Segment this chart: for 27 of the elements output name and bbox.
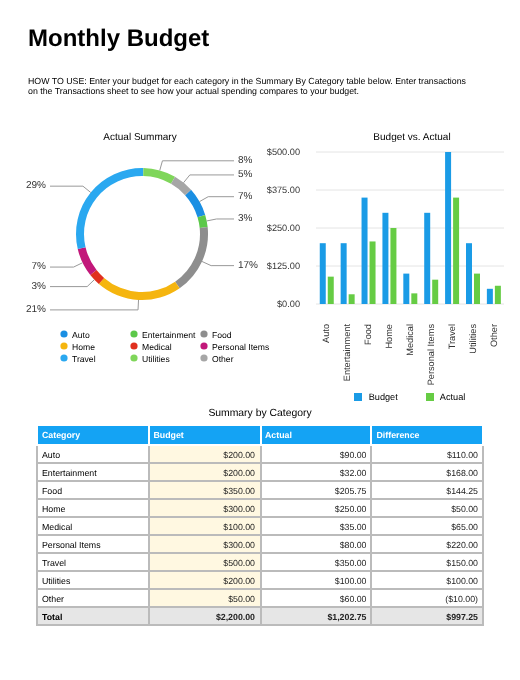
bar <box>445 152 452 304</box>
bar <box>465 243 472 304</box>
text: Monthly Budget <box>28 24 210 52</box>
bar <box>453 197 460 304</box>
bar <box>403 273 410 304</box>
donut-slice <box>76 168 144 250</box>
bar <box>369 241 376 304</box>
donut-slice <box>98 277 180 300</box>
bar <box>340 243 347 304</box>
bar <box>494 285 501 304</box>
bar <box>432 279 439 304</box>
bar <box>327 276 334 304</box>
bar <box>319 243 326 304</box>
bar <box>486 288 493 304</box>
bar <box>348 294 355 304</box>
donut-slice <box>143 168 175 184</box>
donut-slice <box>77 247 97 275</box>
bar <box>411 293 418 304</box>
donut-slice <box>171 176 192 196</box>
bar <box>382 212 389 304</box>
bar <box>473 273 480 304</box>
bar <box>424 212 431 304</box>
bar <box>390 228 397 304</box>
donut-slice <box>90 270 105 284</box>
donut-slice <box>185 189 206 218</box>
donut-slice <box>197 214 208 228</box>
bar <box>361 197 368 304</box>
